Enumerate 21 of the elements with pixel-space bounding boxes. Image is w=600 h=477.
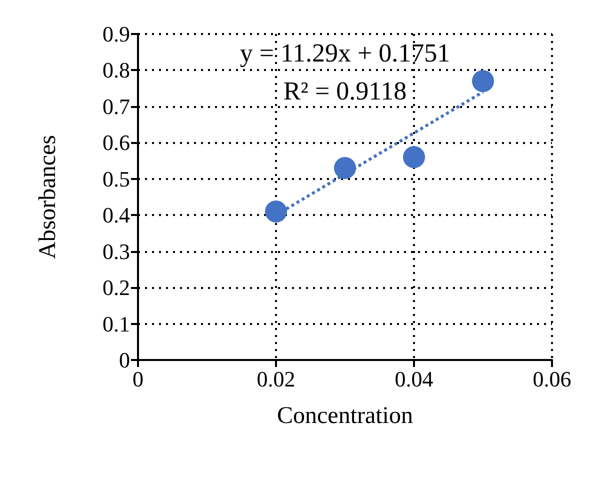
- point: [334, 157, 356, 180]
- y-tick-label: 0.2: [102, 275, 130, 300]
- y-tick-label: 0.6: [102, 130, 130, 156]
- y-tick-label: 0.4: [102, 202, 130, 228]
- point: [403, 146, 425, 168]
- annotation: R² = 0.9118: [283, 76, 407, 106]
- y-tick-label: 0.9: [102, 22, 130, 46]
- point: [265, 200, 287, 222]
- point: [472, 70, 494, 92]
- x-axis-title: Concentration: [277, 403, 413, 429]
- x-tick-label: 0.04: [394, 366, 434, 392]
- y-tick-label: 0.1: [102, 311, 130, 336]
- y-tick-label: 0.5: [102, 166, 130, 192]
- x-tick-label: 0.02: [256, 366, 296, 392]
- y-tick-label: 0.8: [102, 58, 130, 83]
- y-tick-label: 0.3: [102, 238, 130, 264]
- x-tick-label: 0.06: [532, 366, 572, 392]
- y-tick-label: 0.7: [102, 94, 130, 119]
- annotation: y = 11.29x + 0.1751: [240, 38, 450, 68]
- y-tick-label: 0: [119, 348, 130, 372]
- y-axis-title: Absorbances: [35, 135, 61, 259]
